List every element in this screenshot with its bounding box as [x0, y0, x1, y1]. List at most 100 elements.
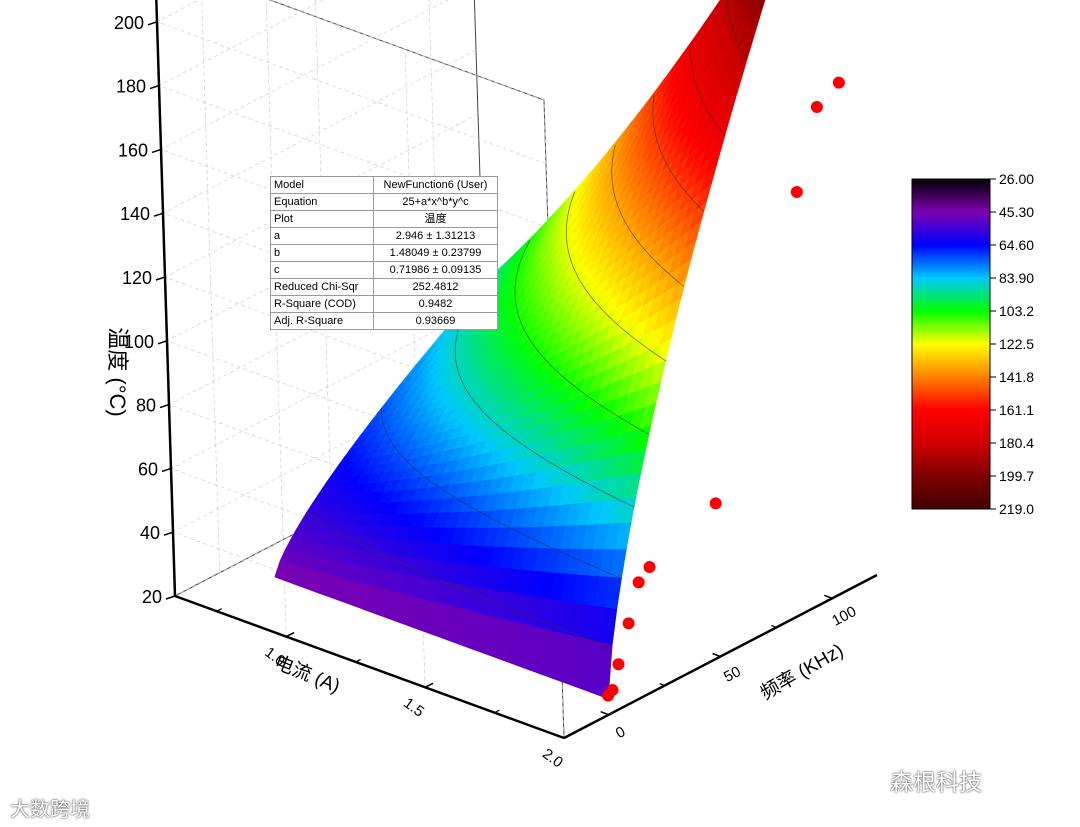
fit-row: Equation 25+a*x^b*y^c: [270, 193, 498, 211]
data-point: [832, 76, 845, 89]
z-tick-label: 180: [116, 77, 146, 97]
fit-row: Reduced Chi-Sqr 252.4812: [270, 278, 498, 296]
fit-row: b 1.48049 ± 0.23799: [270, 244, 498, 262]
contour-line: [514, 240, 650, 435]
colorbar-label: 141.8: [999, 369, 1034, 385]
x-tick: [424, 682, 434, 688]
colorbar: 26.00 45.30 64.60 83.90 103.2 122.5 141.8 161.1…: [911, 171, 1034, 517]
colorbar-label: 103.2: [999, 303, 1034, 319]
y-tick-label: 0: [613, 723, 628, 742]
colorbar-label: 199.7: [999, 468, 1034, 484]
y-tick-label: 100: [829, 603, 859, 630]
fit-key: b: [270, 244, 374, 262]
z-tick: [155, 276, 166, 281]
contour-line: [565, 191, 666, 362]
x-minor-tick: [216, 608, 222, 612]
y-minor-tick: [659, 683, 665, 687]
colorbar-label: 45.30: [999, 204, 1034, 220]
fit-value: NewFunction6 (User): [373, 176, 498, 194]
z-tick: [147, 21, 158, 26]
colorbar-label: 122.5: [999, 336, 1034, 352]
fit-value: 25+a*x^b*y^c: [373, 193, 498, 211]
contour-line: [690, 44, 726, 136]
z-tick-label: 100: [124, 332, 154, 352]
z-tick: [151, 148, 162, 154]
colorbar-label: 83.90: [999, 270, 1034, 286]
fit-value: 1.48049 ± 0.23799: [373, 244, 498, 262]
colorbar-gradient: [911, 178, 991, 510]
fit-row: Plot 温度: [270, 210, 498, 228]
z-tick-label: 40: [140, 523, 160, 543]
z-tick: [157, 340, 168, 345]
z-tick: [163, 531, 174, 536]
y-tick: [824, 594, 833, 599]
x-tick: [285, 631, 295, 638]
colorbar-label: 161.1: [999, 402, 1034, 418]
x-minor-tick: [355, 658, 361, 663]
contour-line: [725, 0, 748, 60]
fit-value: 0.71986 ± 0.09135: [373, 261, 498, 279]
y-minor-tick: [771, 624, 777, 628]
x-tick: [563, 733, 573, 739]
fit-key: c: [270, 261, 374, 279]
x-gridline: [265, 0, 287, 637]
x-axis-line: [174, 594, 565, 740]
data-point: [810, 101, 823, 114]
watermark-left: 大数跨境: [10, 797, 90, 821]
fit-row: Model NewFunction6 (User): [270, 176, 498, 194]
contour-line: [611, 144, 685, 287]
contour-line: [306, 511, 613, 649]
fit-key: Model: [270, 176, 374, 194]
colorbar-label: 26.00: [999, 171, 1034, 187]
data-point: [632, 576, 645, 589]
x-minor-tick: [494, 709, 500, 714]
x-axis-title: 电流 (A): [271, 651, 343, 697]
x-tick-label: 2.0: [539, 745, 566, 771]
z-axis-title: 温度 (°C): [105, 327, 130, 416]
y-axis-title: 频率 (KHz): [757, 639, 848, 704]
data-point: [643, 561, 656, 574]
contour-line: [454, 294, 635, 508]
watermark-right: 森根科技: [890, 770, 982, 796]
z-gridline: [269, 0, 545, 101]
fit-row: R-Square (COD) 0.9482: [270, 295, 498, 313]
fit-value: 温度: [373, 210, 498, 228]
fit-key: Reduced Chi-Sqr: [270, 278, 374, 296]
x-tick-label: 1.5: [400, 695, 427, 721]
y-tick: [600, 711, 609, 716]
z-tick: [161, 467, 172, 473]
data-point: [790, 186, 803, 199]
fit-key: Equation: [270, 193, 374, 211]
fit-key: Plot: [270, 210, 374, 228]
contour-line: [381, 408, 622, 579]
z-tick-label: 120: [122, 268, 152, 288]
z-tick-label: 20: [142, 587, 162, 607]
fit-value: 0.9482: [373, 295, 498, 313]
colorbar-label: 180.4: [999, 435, 1034, 451]
colorbar-label: 64.60: [999, 237, 1034, 253]
colorbar-label: 219.0: [999, 501, 1034, 517]
y-tick-label: 50: [721, 663, 744, 686]
fit-value: 252.4812: [373, 278, 498, 296]
z-axis-line: [155, 0, 177, 597]
fit-row: c 0.71986 ± 0.09135: [270, 261, 498, 279]
z-tick-label: 200: [114, 13, 144, 33]
y-gridline: [315, 0, 332, 515]
fit-key: Adj. R-Square: [270, 312, 374, 330]
fit-row: Adj. R-Square 0.93669: [270, 312, 498, 330]
data-point: [606, 684, 619, 697]
y-gridline: [201, 0, 221, 573]
fit-results-table: Model NewFunction6 (User) Equation 25+a*x^b…: [270, 176, 498, 330]
data-point: [612, 658, 625, 671]
z-tick-label: 160: [118, 140, 148, 160]
contour-lines: [306, 0, 748, 649]
z-tick-label: 140: [120, 204, 150, 224]
fit-value: 2.946 ± 1.31213: [373, 227, 498, 245]
contour-line: [652, 94, 705, 212]
z-tick-label: 60: [138, 459, 158, 479]
z-tick: [159, 403, 170, 409]
data-point: [622, 617, 635, 630]
fit-key: R-Square (COD): [270, 295, 374, 313]
y-tick: [712, 652, 721, 658]
